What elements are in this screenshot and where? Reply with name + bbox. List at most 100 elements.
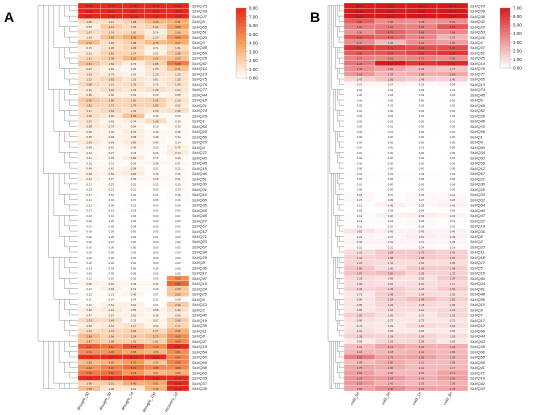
cell-value-label: 0.76 bbox=[357, 324, 363, 328]
cell-value-label: 0.00 bbox=[109, 256, 115, 260]
row-label: SsVQ56 bbox=[470, 129, 486, 134]
cell-value-label: 1.74 bbox=[131, 51, 137, 55]
cell-value-label: 0.00 bbox=[175, 224, 181, 228]
row-label: SsVQ56 bbox=[192, 134, 208, 139]
cell-value-label: 5.66 bbox=[419, 51, 425, 55]
legend-tick-label: 3.00 bbox=[513, 40, 522, 45]
cell-value-label: 0.00 bbox=[86, 245, 92, 249]
row-label: SsVQ30 bbox=[470, 182, 486, 187]
cell-value-label: 0.10 bbox=[109, 240, 115, 244]
cell-value-label: 0.03 bbox=[109, 266, 115, 270]
cell-value-label: 1.50 bbox=[357, 313, 363, 317]
cell-value-label: 0.40 bbox=[450, 235, 456, 239]
row-label: SsVQ25 bbox=[192, 292, 208, 297]
legend-tick-label: 7.00 bbox=[249, 14, 258, 19]
cell-value-label: 0.23 bbox=[109, 292, 115, 296]
cell-value-label: 0.46 bbox=[388, 203, 394, 207]
cell-value-label: 0.00 bbox=[131, 219, 137, 223]
heatmap-cell bbox=[436, 385, 469, 392]
cell-value-label: 0.01 bbox=[388, 125, 394, 129]
cell-value-label: 0.00 bbox=[86, 230, 92, 234]
cell-value-label: 0.19 bbox=[419, 83, 425, 87]
cell-value-label: 1.45 bbox=[153, 119, 159, 123]
cell-value-label: 0.00 bbox=[419, 151, 425, 155]
cell-value-label: 0.36 bbox=[109, 130, 115, 134]
cell-value-label: 0.31 bbox=[419, 240, 425, 244]
cell-value-label: 0.68 bbox=[131, 135, 137, 139]
cell-value-label: 3.42 bbox=[419, 41, 425, 45]
cell-value-label: 2.64 bbox=[450, 72, 456, 76]
cell-value-label: 4.18 bbox=[131, 371, 137, 375]
row-label: SsVQ74 bbox=[470, 87, 486, 92]
cell-value-label: 2.51 bbox=[86, 62, 92, 66]
cell-value-label: 1.49 bbox=[388, 287, 394, 291]
cell-value-label: 0.55 bbox=[131, 308, 137, 312]
cell-value-label: 1.35 bbox=[419, 271, 425, 275]
cell-value-label: 0.46 bbox=[109, 282, 115, 286]
row-label: SsVQ12 bbox=[470, 166, 486, 171]
cell-value-label: 5.11 bbox=[357, 36, 363, 40]
cell-value-label: 0.00 bbox=[388, 109, 394, 113]
cell-value-label: 2.72 bbox=[86, 41, 92, 45]
cell-value-label: 4.85 bbox=[153, 366, 159, 370]
cell-value-label: 18.54 bbox=[152, 4, 159, 8]
cell-value-label: 2.00 bbox=[388, 271, 394, 275]
cell-value-label: 30.01 bbox=[356, 4, 363, 8]
cell-value-label: 0.35 bbox=[131, 177, 137, 181]
row-label: SsVQ10 bbox=[470, 323, 486, 328]
cell-value-label: 6.27 bbox=[86, 345, 92, 349]
cell-value-label: 0.41 bbox=[86, 156, 92, 160]
cell-value-label: 3.61 bbox=[153, 382, 159, 386]
cell-value-label: 1.40 bbox=[450, 77, 456, 81]
cell-value-label: 2.50 bbox=[153, 361, 159, 365]
cell-value-label: 31.11 bbox=[130, 9, 137, 13]
cell-value-label: 4.10 bbox=[131, 361, 137, 365]
cell-value-label: 2.09 bbox=[450, 350, 456, 354]
cell-value-label: 2.08 bbox=[357, 361, 363, 365]
row-label: SsVQ50 bbox=[470, 276, 486, 281]
cell-value-label: 1.68 bbox=[419, 256, 425, 260]
row-label: SsVQ19 bbox=[192, 281, 208, 286]
cell-value-label: 2.18 bbox=[357, 350, 363, 354]
cell-value-label: 0.00 bbox=[388, 140, 394, 144]
row-label: SsVQ75 bbox=[470, 56, 486, 61]
cell-value-label: 2.40 bbox=[153, 57, 159, 61]
cell-value-label: 0.04 bbox=[357, 177, 363, 181]
row-label: SsVQ8 bbox=[192, 260, 205, 265]
cell-value-label: 0.31 bbox=[86, 303, 92, 307]
cell-value-label: 2.10 bbox=[419, 366, 425, 370]
cell-value-label: 0.33 bbox=[131, 151, 137, 155]
cell-value-label: 5.96 bbox=[175, 282, 181, 286]
cell-value-label: 1.05 bbox=[450, 261, 456, 265]
row-dendrogram bbox=[327, 5, 344, 389]
cell-value-label: 1.11 bbox=[388, 261, 394, 265]
cell-value-label: 4.80 bbox=[175, 366, 181, 370]
row-label: SsVQ27 bbox=[192, 218, 208, 223]
cell-value-label: 0.40 bbox=[153, 140, 159, 144]
cell-value-label: 3.15 bbox=[153, 387, 159, 391]
legend-tick-label: 6.00 bbox=[513, 14, 522, 19]
cell-value-label: 0.16 bbox=[450, 193, 456, 197]
legend-tick-label: 8.00 bbox=[249, 6, 258, 11]
cell-value-label: 0.27 bbox=[357, 198, 363, 202]
cell-value-label: 0.97 bbox=[419, 282, 425, 286]
cell-value-label: 0.00 bbox=[86, 240, 92, 244]
row-label: SsVQ4 bbox=[192, 145, 205, 150]
cell-value-label: 3.92 bbox=[357, 355, 363, 359]
cell-value-label: 2.74 bbox=[388, 345, 394, 349]
cell-value-label: 0.00 bbox=[450, 140, 456, 144]
row-label: SsVQ68 bbox=[470, 328, 486, 333]
cell-value-label: 0.74 bbox=[131, 119, 137, 123]
cell-value-label: 0.05 bbox=[109, 224, 115, 228]
cell-value-label: 1.20 bbox=[153, 36, 159, 40]
row-label: SsVQ19 bbox=[192, 344, 208, 349]
row-label: SsVQ24 bbox=[470, 281, 486, 286]
cell-value-label: 0.89 bbox=[388, 277, 394, 281]
cell-value-label: 0.00 bbox=[109, 219, 115, 223]
cell-value-label: 17.13 bbox=[418, 15, 425, 19]
row-label: SsVQ14 bbox=[192, 66, 208, 71]
row-label: SsVQ18 bbox=[470, 255, 486, 260]
cell-value-label: 0.33 bbox=[450, 240, 456, 244]
cell-value-label: 1.21 bbox=[109, 83, 115, 87]
row-label: SsVQ37 bbox=[470, 45, 486, 50]
